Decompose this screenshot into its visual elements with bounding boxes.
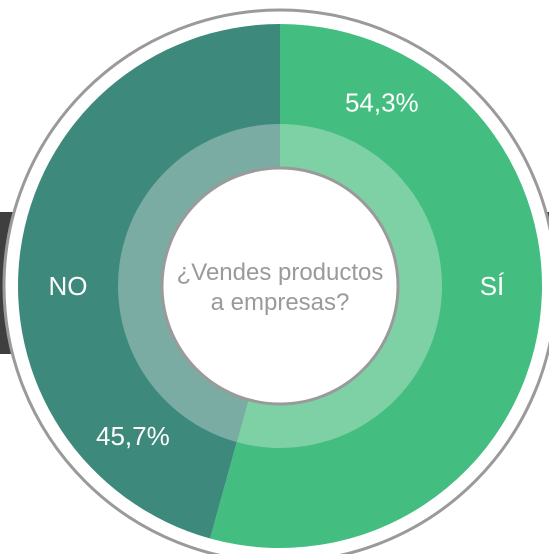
- slice-value-label-si: 54,3%: [345, 87, 419, 117]
- center-title-line-1: ¿Vendes productos: [177, 259, 384, 286]
- slice-value-label-no: 45,7%: [96, 421, 170, 451]
- slice-category-label-si: SÍ: [480, 271, 505, 301]
- center-title-line-2: a empresas?: [211, 289, 350, 316]
- slice-labels: SÍ 54,3% NO 45,7%: [49, 87, 506, 451]
- center-disc: [160, 166, 400, 406]
- slice-category-label-no: NO: [49, 271, 88, 301]
